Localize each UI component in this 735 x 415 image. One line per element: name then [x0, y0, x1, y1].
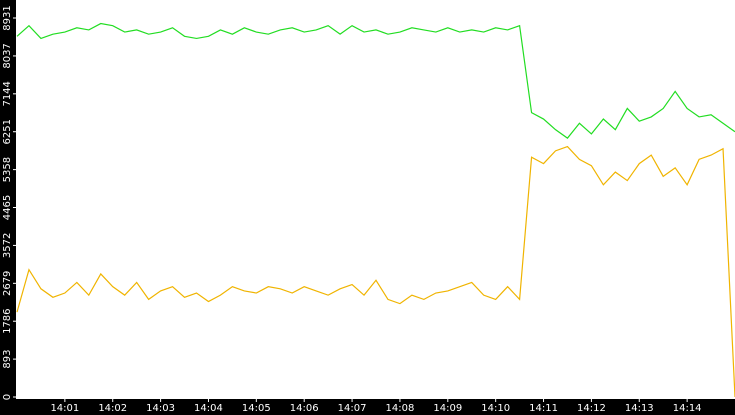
x-tick-label: 14:02: [98, 403, 127, 414]
x-tick-label: 14:09: [433, 403, 462, 414]
y-tick-label: 6251: [2, 119, 13, 144]
x-tick-label: 14:14: [673, 403, 702, 414]
y-tick-label: 3572: [2, 233, 13, 258]
x-axis-band: [0, 399, 735, 415]
y-axis-band: [0, 0, 16, 415]
y-tick-label: 893: [2, 350, 13, 369]
x-tick-label: 14:08: [386, 403, 415, 414]
x-tick-label: 14:13: [625, 403, 654, 414]
x-tick-label: 14:07: [338, 403, 367, 414]
series-line: [16, 145, 735, 398]
y-tick-label: 7144: [2, 81, 13, 106]
x-tick-label: 14:03: [146, 403, 175, 414]
x-tick-label: 14:12: [577, 403, 606, 414]
y-tick-label: 5358: [2, 157, 13, 182]
x-tick-label: 14:04: [194, 403, 223, 414]
y-tick-label: 4465: [2, 195, 13, 220]
series-line: [16, 22, 735, 139]
y-tick-label: 2679: [2, 271, 13, 296]
x-tick-label: 14:01: [50, 403, 79, 414]
x-tick-label: 14:05: [242, 403, 271, 414]
x-tick-label: 14:06: [290, 403, 319, 414]
x-tick-label: 14:11: [529, 403, 558, 414]
y-tick-label: 8037: [2, 43, 13, 68]
y-tick-label: 8931: [2, 5, 13, 30]
x-tick-label: 14:10: [481, 403, 510, 414]
y-tick-label: 1786: [2, 308, 13, 333]
y-tick-label: 0: [2, 394, 13, 400]
